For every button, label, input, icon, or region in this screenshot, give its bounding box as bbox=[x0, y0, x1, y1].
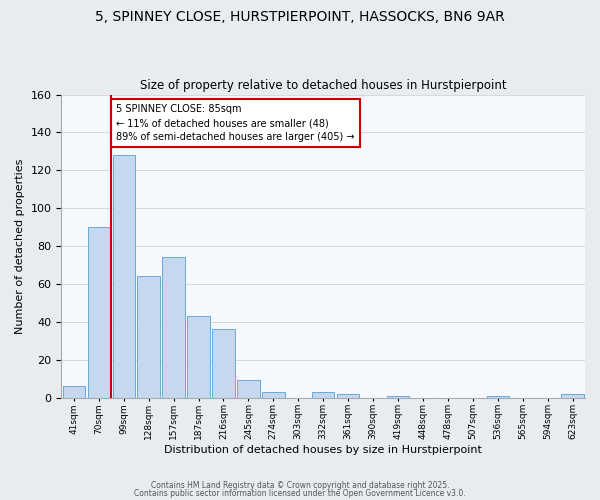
Bar bbox=[387, 396, 409, 398]
Text: Contains HM Land Registry data © Crown copyright and database right 2025.: Contains HM Land Registry data © Crown c… bbox=[151, 481, 449, 490]
Y-axis label: Number of detached properties: Number of detached properties bbox=[15, 158, 25, 334]
Bar bbox=[237, 380, 260, 398]
Bar bbox=[212, 330, 235, 398]
Text: 5 SPINNEY CLOSE: 85sqm
← 11% of detached houses are smaller (48)
89% of semi-det: 5 SPINNEY CLOSE: 85sqm ← 11% of detached… bbox=[116, 104, 355, 142]
Bar bbox=[187, 316, 210, 398]
Text: 5, SPINNEY CLOSE, HURSTPIERPOINT, HASSOCKS, BN6 9AR: 5, SPINNEY CLOSE, HURSTPIERPOINT, HASSOC… bbox=[95, 10, 505, 24]
Bar bbox=[337, 394, 359, 398]
Bar bbox=[312, 392, 334, 398]
X-axis label: Distribution of detached houses by size in Hurstpierpoint: Distribution of detached houses by size … bbox=[164, 445, 482, 455]
Bar bbox=[163, 258, 185, 398]
Bar bbox=[562, 394, 584, 398]
Bar bbox=[88, 227, 110, 398]
Title: Size of property relative to detached houses in Hurstpierpoint: Size of property relative to detached ho… bbox=[140, 79, 506, 92]
Bar bbox=[62, 386, 85, 398]
Text: Contains public sector information licensed under the Open Government Licence v3: Contains public sector information licen… bbox=[134, 488, 466, 498]
Bar bbox=[487, 396, 509, 398]
Bar bbox=[113, 155, 135, 398]
Bar bbox=[262, 392, 284, 398]
Bar bbox=[137, 276, 160, 398]
